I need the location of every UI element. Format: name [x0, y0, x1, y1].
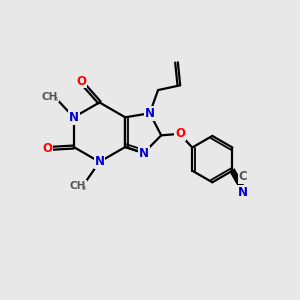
Text: CH: CH — [42, 92, 58, 101]
Text: N: N — [69, 111, 79, 124]
Text: O: O — [42, 142, 52, 155]
Text: N: N — [145, 107, 155, 120]
Text: N: N — [238, 186, 248, 199]
Text: N: N — [94, 155, 104, 168]
Text: CH: CH — [70, 181, 86, 191]
Text: ₃: ₃ — [53, 93, 57, 103]
Text: O: O — [175, 127, 185, 140]
Text: C: C — [238, 170, 247, 183]
Text: O: O — [76, 74, 86, 88]
Text: N: N — [139, 146, 149, 160]
Text: ₃: ₃ — [81, 182, 86, 193]
